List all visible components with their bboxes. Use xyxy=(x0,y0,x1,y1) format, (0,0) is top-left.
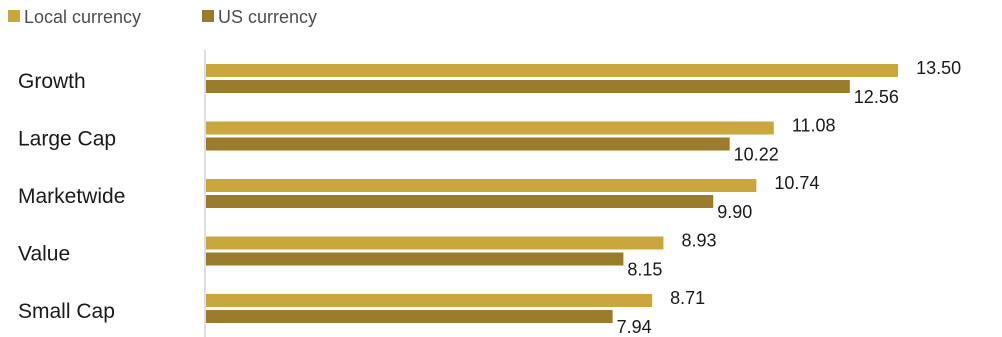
bar-growth-us-currency xyxy=(206,80,850,93)
bar-value-local-currency xyxy=(206,236,664,250)
bar-marketwide-us-currency xyxy=(206,195,714,208)
data-label-large-cap-us-currency: 10.22 xyxy=(734,145,779,165)
data-label-small-cap-us-currency: 7.94 xyxy=(617,317,652,337)
category-label-large-cap: Large Cap xyxy=(18,128,116,151)
category-label-growth: Growth xyxy=(18,70,86,93)
legend-swatch-local-currency xyxy=(8,10,20,22)
legend: Local currency US currency xyxy=(8,7,317,27)
data-label-marketwide-local-currency: 10.74 xyxy=(774,173,819,193)
data-labels: 13.50 12.56 11.08 10.22 10.74 9.908.93 8.15 8.7… xyxy=(617,58,961,337)
data-label-growth-local-currency: 13.50 xyxy=(916,58,961,78)
bars xyxy=(206,64,899,323)
legend-label-local-currency: Local currency xyxy=(24,7,141,27)
bar-small-cap-us-currency xyxy=(206,310,613,323)
bar-small-cap-local-currency xyxy=(206,294,653,307)
data-label-value-us-currency: 8.15 xyxy=(627,260,662,280)
bar-large-cap-local-currency xyxy=(206,121,774,135)
data-label-value-local-currency: 8.93 xyxy=(681,231,716,251)
data-label-marketwide-us-currency: 9.90 xyxy=(717,202,752,222)
category-label-marketwide: Marketwide xyxy=(18,185,125,208)
data-label-growth-us-currency: 12.56 xyxy=(854,87,899,107)
bar-value-us-currency xyxy=(206,252,624,266)
data-label-large-cap-local-currency: 11.08 xyxy=(792,116,836,136)
bar-large-cap-us-currency xyxy=(206,137,730,151)
legend-label-us-currency: US currency xyxy=(218,7,317,27)
category-label-small-cap: Small Cap xyxy=(18,300,115,323)
category-labels: Growth Large Cap Marketwide Value Small Cap xyxy=(18,70,125,323)
data-label-small-cap-local-currency: 8.71 xyxy=(670,288,705,308)
bar-marketwide-local-currency xyxy=(206,179,757,192)
bar-growth-local-currency xyxy=(206,64,899,77)
legend-swatch-us-currency xyxy=(202,10,214,22)
category-label-value: Value xyxy=(18,243,70,266)
